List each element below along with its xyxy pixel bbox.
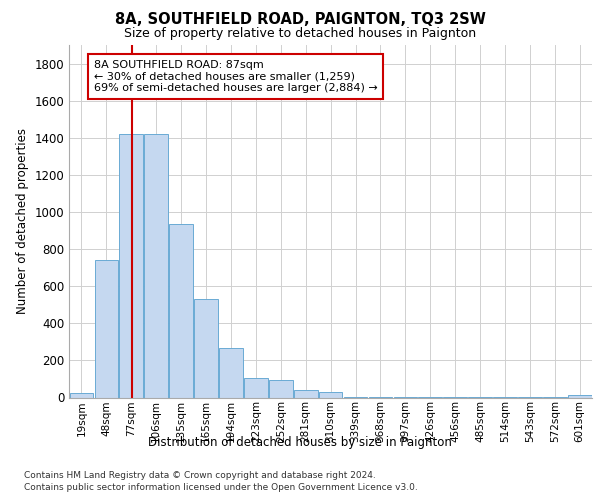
Bar (543, 396, 566, 398)
Bar (394, 396, 417, 398)
Bar (119, 134, 143, 398)
Bar (145, 134, 168, 398)
Bar (219, 348, 243, 398)
Bar (518, 396, 542, 398)
Y-axis label: Number of detached properties: Number of detached properties (16, 128, 29, 314)
Bar (568, 394, 592, 398)
Bar (368, 396, 392, 398)
Text: Distribution of detached houses by size in Paignton: Distribution of detached houses by size … (148, 436, 452, 449)
Bar (443, 396, 467, 398)
Text: Contains public sector information licensed under the Open Government Licence v3: Contains public sector information licen… (24, 482, 418, 492)
Bar (468, 396, 492, 398)
Bar (344, 396, 367, 398)
Bar (418, 396, 442, 398)
Bar (244, 378, 268, 398)
Bar (194, 299, 218, 398)
Bar (319, 392, 343, 398)
Bar (294, 390, 317, 398)
Bar (70, 394, 93, 398)
Text: 8A, SOUTHFIELD ROAD, PAIGNTON, TQ3 2SW: 8A, SOUTHFIELD ROAD, PAIGNTON, TQ3 2SW (115, 12, 485, 28)
Bar (169, 224, 193, 398)
Text: Contains HM Land Registry data © Crown copyright and database right 2024.: Contains HM Land Registry data © Crown c… (24, 471, 376, 480)
Text: 8A SOUTHFIELD ROAD: 87sqm
← 30% of detached houses are smaller (1,259)
69% of se: 8A SOUTHFIELD ROAD: 87sqm ← 30% of detac… (94, 60, 377, 93)
Bar (269, 380, 293, 398)
Bar (493, 396, 517, 398)
Bar (95, 260, 118, 398)
Text: Size of property relative to detached houses in Paignton: Size of property relative to detached ho… (124, 28, 476, 40)
